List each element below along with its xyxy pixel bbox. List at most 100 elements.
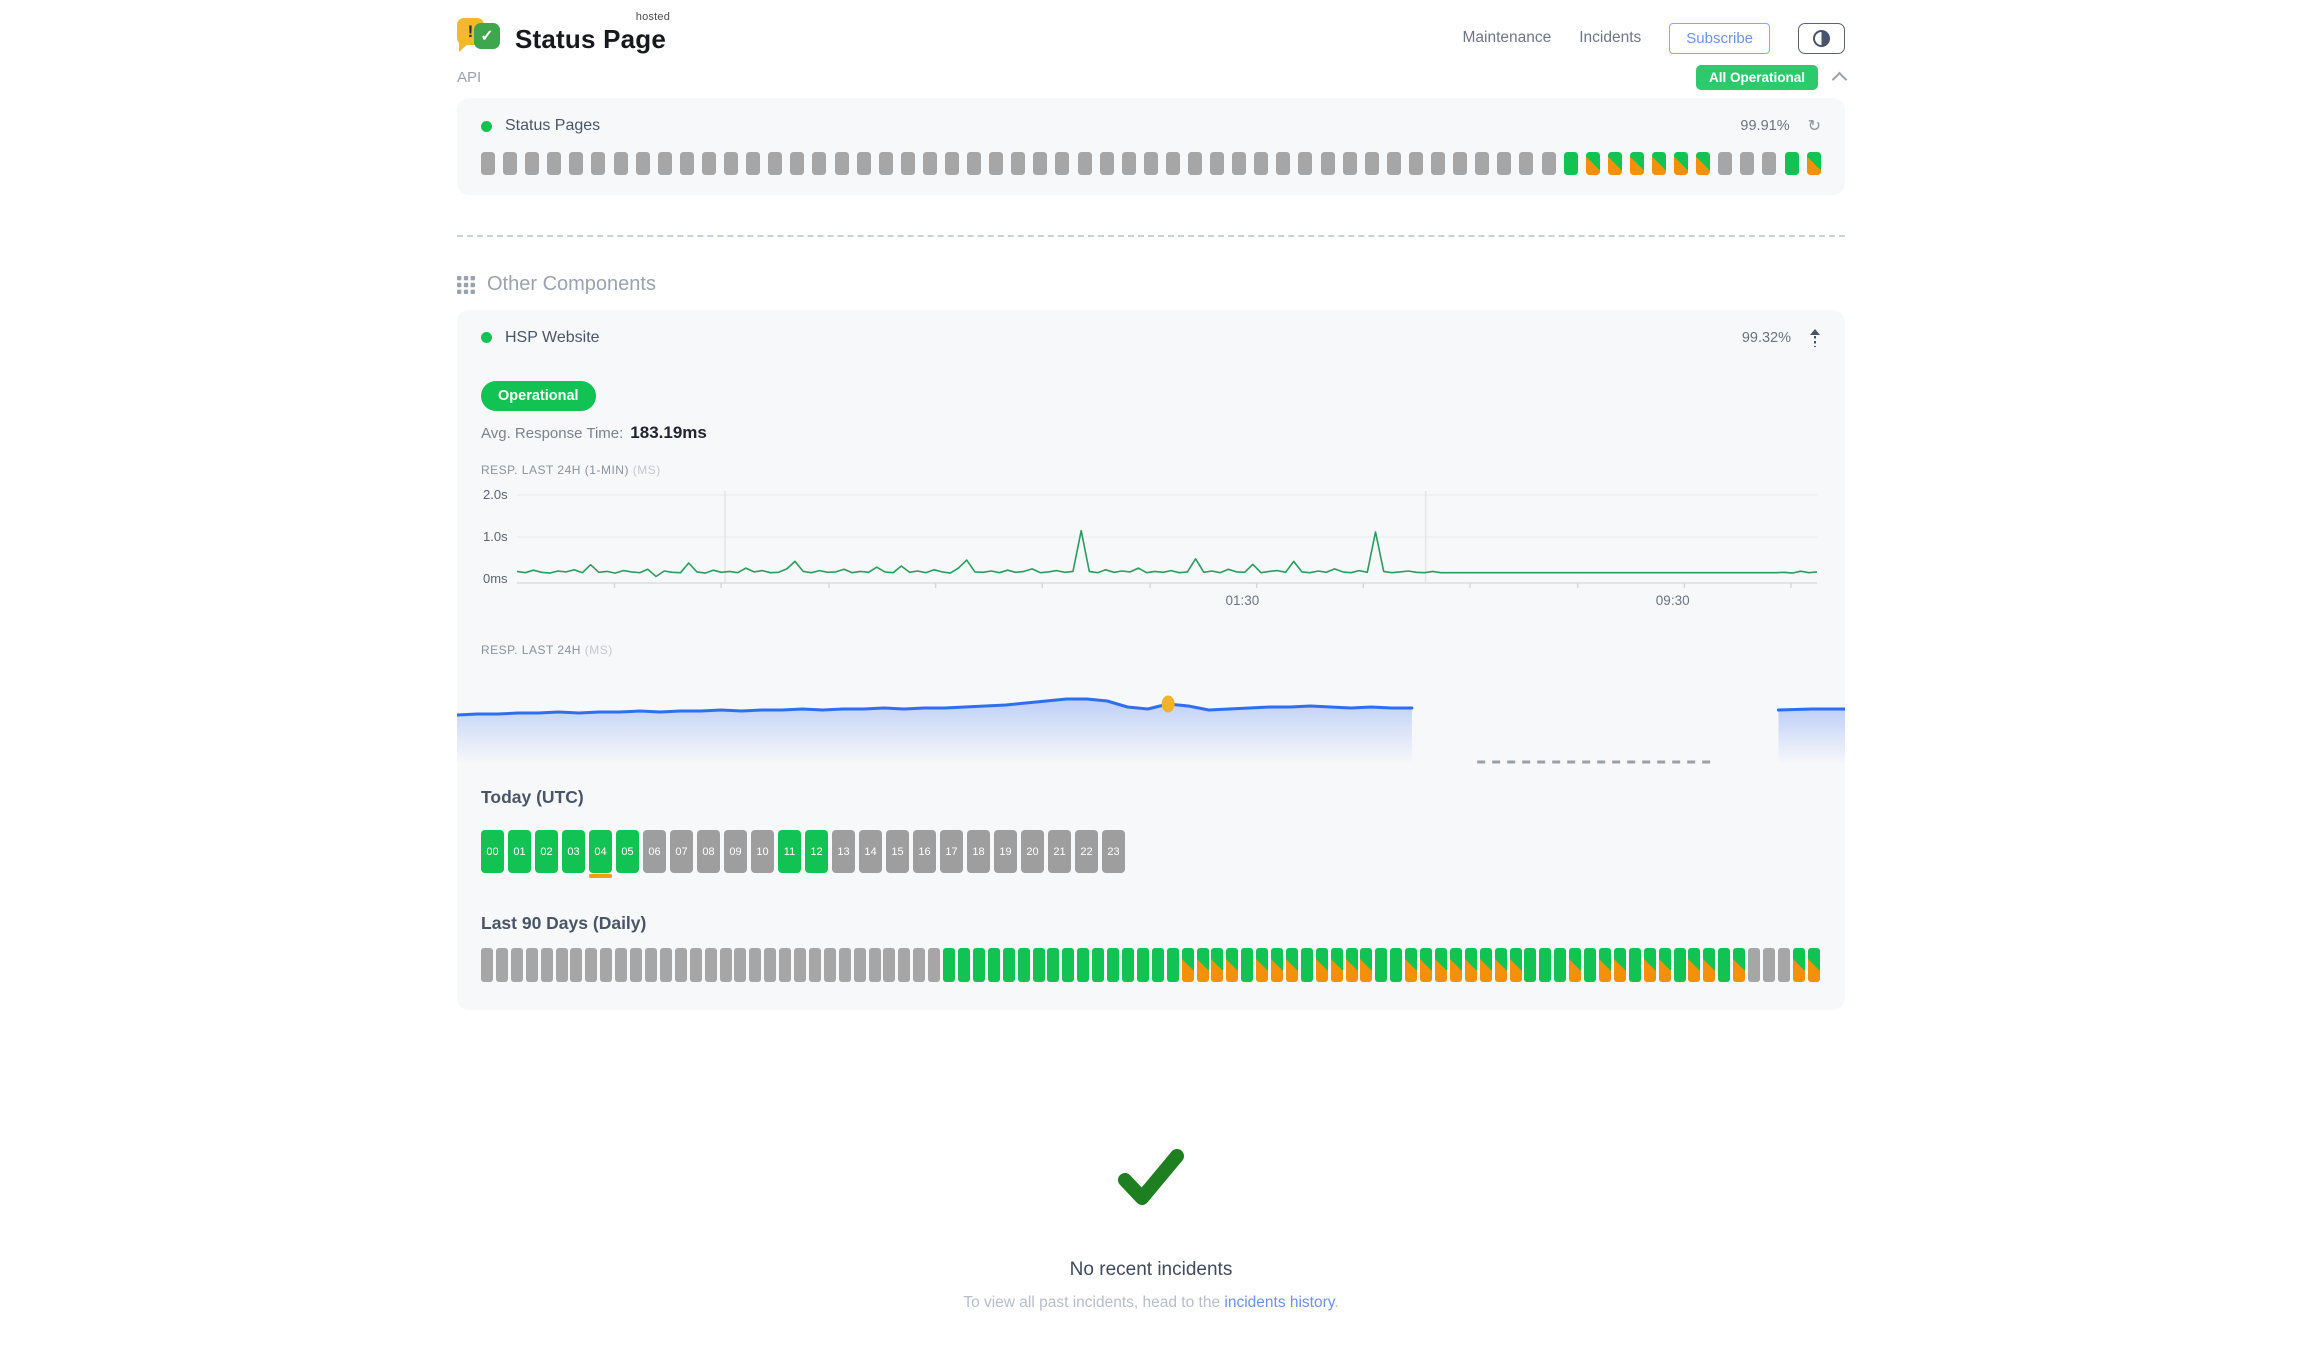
- day-bar-deg: [1569, 948, 1582, 982]
- status-pages-uptime-bars: [481, 152, 1821, 175]
- svg-text:2.0s: 2.0s: [483, 487, 508, 502]
- hour-box-07: 07: [670, 830, 693, 873]
- overall-status: All Operational: [1695, 64, 1848, 90]
- logo-title: Status Page hosted: [515, 11, 670, 55]
- uptime-bar-na: [701, 152, 716, 175]
- day-bar-up: [987, 948, 1000, 982]
- refresh-icon[interactable]: ↻: [1807, 118, 1821, 135]
- operational-dot-icon: [481, 120, 492, 132]
- day-bar-deg: [1643, 948, 1656, 982]
- day-bar-na: [540, 948, 553, 982]
- uptime-bar-na: [1188, 152, 1202, 175]
- uptime-bar-na: [967, 152, 982, 175]
- day-bar-deg: [1792, 948, 1805, 982]
- day-bar-na: [525, 948, 538, 982]
- day-bar-deg: [1211, 948, 1224, 982]
- uptime-bar-na: [591, 152, 606, 175]
- day-bar-na: [630, 948, 643, 982]
- no-recent-incidents-title: No recent incidents: [1069, 1259, 1233, 1280]
- uptime-bar-na: [1077, 152, 1092, 175]
- uptime-bar-na: [1254, 152, 1269, 175]
- subscribe-button[interactable]: Subscribe: [1669, 22, 1770, 54]
- day-bar-deg: [1598, 948, 1611, 982]
- hour-box-12: 12: [805, 830, 828, 873]
- uptime-bar-na: [1276, 152, 1291, 175]
- hour-box-09: 09: [724, 830, 747, 873]
- day-bar-up: [1673, 948, 1686, 982]
- uptime-bar-na: [1011, 152, 1026, 175]
- uptime-bar-na: [481, 152, 495, 175]
- component-uptime-group: 99.32%: [1742, 328, 1821, 347]
- uptime-bar-na: [834, 152, 849, 175]
- avg-response-row: Avg. Response Time: 183.19ms: [481, 423, 1821, 443]
- day-bar-na: [764, 948, 777, 982]
- uptime-bar-na: [1497, 152, 1512, 175]
- hour-box-20: 20: [1021, 830, 1044, 873]
- page-container: ! ✓ Status Page hosted Maintenance Incid…: [455, 0, 1848, 1312]
- day-bar-up: [1554, 948, 1567, 982]
- hour-box-01: 01: [508, 830, 531, 873]
- day-bar-deg: [1315, 948, 1328, 982]
- day-bar-na: [853, 948, 866, 982]
- uptime-bar-deg: [1696, 152, 1711, 175]
- day-bar-up: [958, 948, 970, 982]
- day-bar-up: [1107, 948, 1120, 982]
- svg-text:09:30: 09:30: [1656, 593, 1690, 608]
- day-bar-deg: [1464, 948, 1477, 982]
- grid-icon: [457, 275, 475, 294]
- day-bar-deg: [1226, 948, 1239, 982]
- theme-toggle-button[interactable]: [1798, 22, 1845, 54]
- hour-box-16: 16: [913, 830, 936, 873]
- hour-box-02: 02: [535, 830, 558, 873]
- arrow-up-dashed-icon[interactable]: [1809, 328, 1821, 347]
- nav-maintenance[interactable]: Maintenance: [1462, 29, 1552, 46]
- operational-status-badge: Operational: [481, 381, 596, 411]
- dashed-separator: [457, 235, 1845, 237]
- uptime-bar-na: [812, 152, 827, 175]
- hour-box-00: 00: [481, 830, 504, 873]
- hour-box-13: 13: [832, 830, 855, 873]
- day-bar-na: [913, 948, 926, 982]
- uptime-bar-up: [1563, 152, 1578, 175]
- day-bar-na: [838, 948, 851, 982]
- svg-text:01:30: 01:30: [1226, 593, 1260, 608]
- day-bar-na: [674, 948, 687, 982]
- status-page-logo-icon: ! ✓: [457, 16, 503, 60]
- response-time-line-chart: 2.0s 1.0s 0ms 01:30 09:30: [483, 487, 1818, 608]
- day-bar-deg: [1345, 948, 1358, 982]
- today-hour-boxes: 00 01 02 03 04 05 06 07 08 09 10 11 12 13 14 15 16 17 18 19…: [481, 830, 1821, 878]
- hour-box-18: 18: [967, 830, 990, 873]
- day-bar-na: [794, 948, 807, 982]
- check-square-icon: ✓: [474, 23, 500, 49]
- uptime-bar-na: [1475, 152, 1490, 175]
- incidents-history-link[interactable]: incidents history: [1224, 1294, 1335, 1311]
- uptime-bar-up: [1784, 152, 1799, 175]
- day-bar-deg: [1509, 948, 1522, 982]
- day-bar-na: [704, 948, 717, 982]
- all-operational-badge[interactable]: All Operational: [1695, 64, 1818, 90]
- day-bar-na: [481, 948, 493, 982]
- day-bar-na: [823, 948, 836, 982]
- day-bar-na: [898, 948, 911, 982]
- hour-box-03: 03: [562, 830, 585, 873]
- avg-response-label: Avg. Response Time:: [481, 425, 624, 442]
- day-bar-na: [659, 948, 672, 982]
- day-bar-up: [1375, 948, 1388, 982]
- last-90-days-bars: [481, 948, 1821, 982]
- chevron-up-icon[interactable]: [1831, 71, 1848, 88]
- day-bar-na: [868, 948, 881, 982]
- uptime-bar-na: [569, 152, 584, 175]
- big-checkmark-icon: [1118, 1149, 1184, 1205]
- hour-box-04: 04: [589, 830, 612, 878]
- uptime-bar-na: [790, 152, 805, 175]
- uptime-bar-na: [900, 152, 915, 175]
- uptime-bar-na: [856, 152, 871, 175]
- day-bar-deg: [1256, 948, 1269, 982]
- uptime-bar-na: [768, 152, 783, 175]
- nav-incidents[interactable]: Incidents: [1579, 29, 1642, 46]
- svg-text:0ms: 0ms: [483, 571, 508, 586]
- component-name: HSP Website: [505, 328, 600, 346]
- svg-text:1.0s: 1.0s: [483, 529, 508, 544]
- uptime-bar-na: [1364, 152, 1379, 175]
- uptime-bar-na: [1099, 152, 1114, 175]
